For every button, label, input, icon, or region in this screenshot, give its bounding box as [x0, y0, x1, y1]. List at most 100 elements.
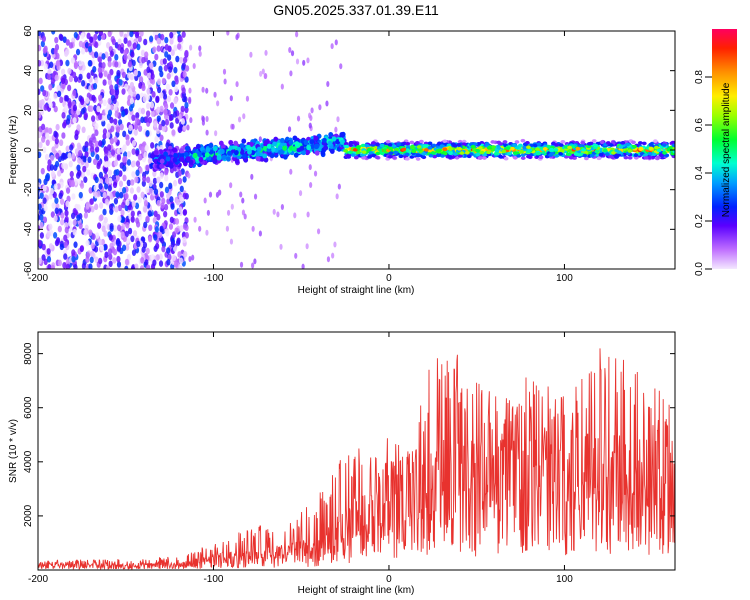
spectrogram-cell	[526, 145, 531, 150]
spectrogram-cell	[106, 42, 111, 49]
y-tick-label: -20	[23, 182, 34, 197]
spectrogram-cell	[404, 157, 410, 161]
spectrogram-cell	[50, 211, 55, 218]
spectrogram-cell	[53, 48, 58, 55]
spectrogram-cell	[53, 232, 58, 239]
spectrogram-cell	[498, 155, 504, 159]
spectrogram-cell	[216, 100, 220, 107]
spectrogram-cell	[45, 139, 50, 147]
colorbar-tick-label: 0.2	[694, 214, 705, 228]
spectrogram-cell	[520, 138, 526, 143]
spectrogram-cell	[251, 225, 255, 232]
spectrogram-cell	[106, 123, 111, 130]
spectrogram-cell	[71, 249, 76, 256]
spectrogram-cell	[188, 87, 192, 94]
spectrogram-cell	[325, 100, 329, 107]
spectrogram-cell	[38, 44, 42, 52]
spectrogram-cell	[43, 104, 48, 111]
spectrogram-cell	[58, 33, 63, 41]
spectrogram-cell	[147, 157, 153, 165]
spectrogram-cell	[340, 139, 345, 145]
spectrogram-cell	[331, 252, 335, 259]
spectrogram-cell	[388, 151, 394, 155]
spectrogram-cell	[491, 145, 497, 149]
spectrogram-cell	[83, 176, 88, 183]
spectrogram-cell	[361, 150, 367, 154]
spectrogram-cell	[161, 77, 166, 85]
spectrogram-cell	[320, 150, 326, 156]
spectrogram-cell	[255, 151, 261, 157]
spectrogram-cell	[166, 192, 171, 200]
spectrogram-cell	[83, 112, 88, 119]
spectrogram-cell	[78, 60, 83, 67]
spectrogram-cell	[102, 208, 107, 216]
spectrogram-cell	[584, 156, 589, 161]
spectrogram-cell	[121, 110, 126, 118]
spectrogram-cell	[67, 84, 72, 92]
spectrogram-cell	[173, 261, 179, 268]
spectrogram-cell	[355, 145, 361, 150]
spectrogram-cell	[330, 43, 334, 50]
spectrogram-cell	[58, 192, 63, 200]
spectrogram-cell	[78, 222, 83, 230]
spectrogram-cell	[129, 31, 134, 38]
spectrogram-cell	[106, 144, 112, 151]
spectrogram-cell	[160, 38, 165, 46]
spectrogram-cell	[122, 144, 127, 152]
spectrogram-cell	[57, 225, 62, 233]
spectrogram-cell	[509, 146, 515, 151]
spectrogram-cell	[135, 169, 140, 177]
spectrogram-cell	[391, 144, 397, 149]
spectrogram-cell	[147, 72, 152, 79]
spectrogram-cell	[518, 143, 523, 148]
spectrogram-cell	[85, 239, 90, 247]
spectrogram-cell	[93, 33, 98, 41]
spectrogram-cell	[179, 56, 184, 64]
spectrogram-cell	[128, 124, 133, 132]
spectrogram-cell	[203, 197, 207, 204]
spectrogram-cell	[318, 104, 322, 111]
spectrogram-cell	[245, 95, 250, 102]
spectrogram-cell	[168, 114, 173, 122]
spectrogram-cell	[503, 156, 509, 161]
y-tick-label: 60	[23, 25, 34, 37]
spectrogram-cell	[68, 220, 73, 227]
spectrogram-cell	[98, 183, 103, 190]
spectrogram-cell	[48, 101, 53, 109]
spectrogram-cell	[457, 147, 462, 151]
spectrogram-cell	[605, 141, 611, 145]
spectrogram-cell	[83, 212, 89, 219]
spectrogram-cell	[313, 135, 319, 141]
spectrogram-cell	[88, 229, 93, 236]
spectrogram-cell	[306, 211, 310, 218]
spectrogram-cell	[306, 57, 310, 64]
spectrogram-cell	[172, 157, 178, 163]
spectrogram-cell	[166, 258, 171, 266]
spectrogram-cell	[108, 177, 113, 184]
spectrogram-cell	[129, 97, 134, 105]
spectrogram-cell	[86, 72, 91, 80]
spectrogram-cell	[153, 121, 158, 128]
spectrogram-cell	[135, 160, 141, 168]
spectrogram-cell	[178, 148, 184, 154]
spectrogram-cell	[163, 151, 168, 157]
spectrogram-cell	[59, 198, 65, 205]
spectrogram-cell	[393, 150, 399, 155]
spectrogram-cell	[38, 100, 43, 107]
spectrogram-cell	[379, 151, 385, 155]
spectrogram-cell	[280, 204, 284, 211]
spectrogram-cell	[147, 116, 153, 124]
spectrogram-cell	[113, 136, 118, 143]
spectrogram-cell	[82, 155, 87, 163]
spectrogram-cell	[93, 104, 98, 112]
spectrogram-cell	[366, 147, 372, 152]
spectrogram-cell	[159, 91, 164, 99]
spectrogram-cell	[146, 88, 151, 95]
spectrogram-cell	[122, 165, 127, 172]
spectrogram-cell	[231, 123, 235, 130]
spectrogram-cell	[516, 154, 522, 158]
spectrogram-cell	[73, 241, 78, 248]
spectrogram-cell	[41, 35, 46, 43]
spectrogram-cell	[327, 140, 333, 146]
spectrogram-cell	[76, 177, 82, 185]
